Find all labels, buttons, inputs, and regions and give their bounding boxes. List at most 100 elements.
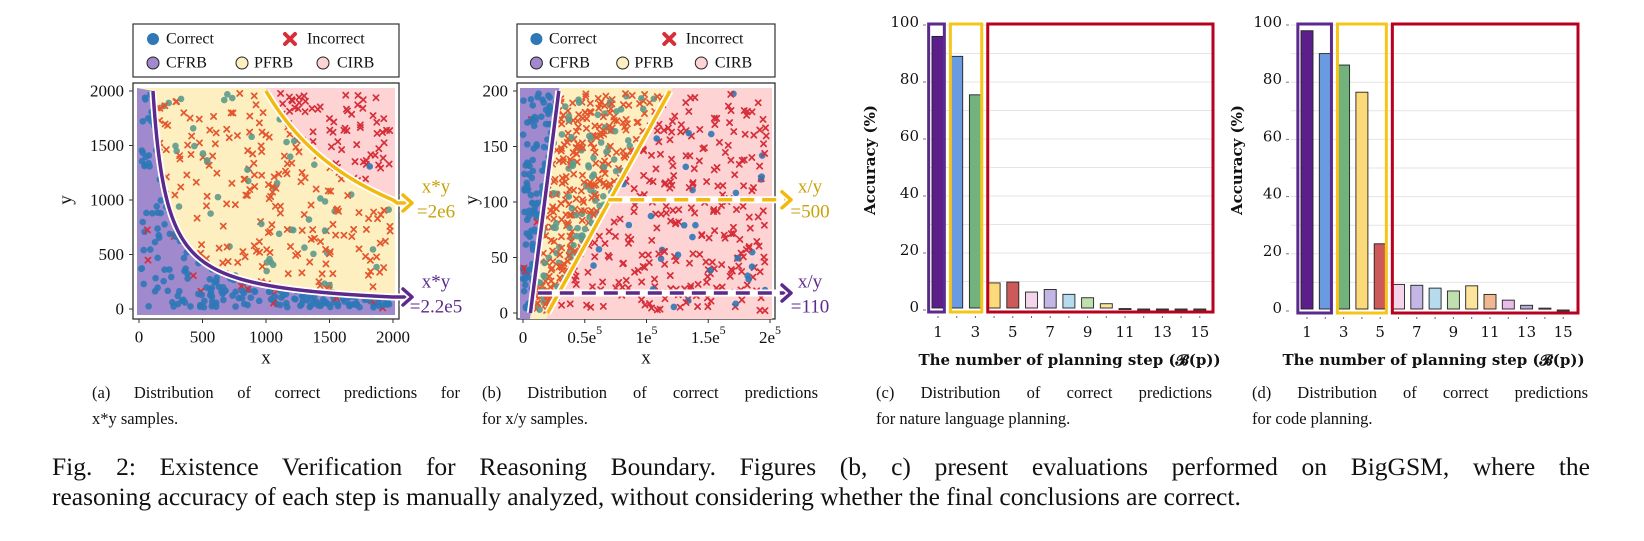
a-point-incorrect xyxy=(164,121,172,129)
a-point-incorrect xyxy=(258,262,266,270)
b-point-correct xyxy=(529,115,536,123)
a-x-tick-label: 1000 xyxy=(249,328,283,347)
b-legend-cfrb-label: CFRB xyxy=(549,55,590,72)
a-point-incorrect xyxy=(355,209,363,217)
a-point-correct xyxy=(166,230,174,238)
a-point-correct xyxy=(290,137,298,145)
a-point-incorrect xyxy=(193,214,201,222)
a-legend-cfrb-marker xyxy=(146,56,160,70)
caption-d-line2: for code planning. xyxy=(1252,409,1373,428)
b-point-incorrect xyxy=(640,172,648,179)
c-bar-step-2 xyxy=(950,55,964,309)
b-point-incorrect xyxy=(595,232,603,240)
b-point-incorrect xyxy=(740,156,748,164)
a-point-correct xyxy=(271,293,279,300)
a-point-incorrect xyxy=(362,175,369,183)
b-point-incorrect xyxy=(737,249,745,257)
a-point-incorrect xyxy=(380,115,388,123)
b-point-correct xyxy=(732,300,740,308)
a-legend-correct-marker xyxy=(147,33,159,45)
caption-a-line2: x*y samples. xyxy=(92,409,179,428)
a-point-correct xyxy=(289,226,297,234)
a-y-tick-label: 500 xyxy=(99,245,125,264)
b-point-incorrect xyxy=(630,208,638,216)
b-point-correct xyxy=(520,97,527,104)
b-point-incorrect xyxy=(760,221,768,229)
b-point-correct xyxy=(545,120,553,128)
a-point-correct xyxy=(199,150,207,157)
d-y-tick-label: 100 xyxy=(1253,13,1282,31)
b-point-incorrect xyxy=(736,235,744,243)
a-point-incorrect xyxy=(381,237,389,245)
d-bar-step-8 xyxy=(1428,287,1442,310)
a-point-incorrect xyxy=(256,248,264,256)
d-y-tick-label: 0 xyxy=(1272,299,1282,317)
b-point-incorrect xyxy=(582,93,590,101)
b-point-incorrect xyxy=(577,207,585,215)
c-y-tick-label: 80 xyxy=(900,70,919,88)
a-point-incorrect xyxy=(332,231,340,239)
c-bar-step-14 xyxy=(1174,308,1188,311)
b-point-incorrect xyxy=(714,182,722,190)
b-point-correct xyxy=(523,179,531,187)
a-point-correct xyxy=(157,197,165,204)
d-bar-step-7 xyxy=(1410,284,1424,310)
b-point-correct xyxy=(525,266,533,273)
a-point-correct xyxy=(203,156,211,164)
a-point-incorrect xyxy=(259,109,267,117)
b-point-incorrect xyxy=(620,152,628,160)
c-y-tick-label: 60 xyxy=(900,127,919,145)
a-point-incorrect xyxy=(249,150,257,158)
a-point-incorrect xyxy=(292,143,300,151)
b-point-incorrect xyxy=(564,219,572,227)
caption-c-line1: (c) Distribution of correct predictions xyxy=(876,383,1212,402)
b-point-correct xyxy=(525,212,533,220)
b-point-correct xyxy=(597,139,605,146)
b-y-tick-label: 100 xyxy=(483,193,509,212)
a-point-correct xyxy=(161,220,168,228)
b-point-correct xyxy=(587,134,595,142)
b-point-correct xyxy=(521,170,528,178)
a-point-correct xyxy=(138,265,145,273)
b-point-incorrect xyxy=(572,281,580,288)
b-point-incorrect xyxy=(549,258,557,266)
a-point-incorrect xyxy=(215,244,223,252)
b-point-correct xyxy=(585,163,593,171)
b-point-correct xyxy=(553,249,560,257)
b-annotation-pfrb-line2: =500 xyxy=(790,202,829,223)
a-point-incorrect xyxy=(316,103,324,111)
b-point-incorrect xyxy=(616,215,624,223)
b-point-incorrect xyxy=(558,179,566,187)
a-point-correct xyxy=(206,292,214,299)
a-point-incorrect xyxy=(369,112,377,120)
b-point-correct xyxy=(540,99,547,106)
caption-a-line1: (a) Distribution of correct predictions … xyxy=(92,383,460,402)
a-point-correct xyxy=(308,295,315,303)
a-point-incorrect xyxy=(246,186,254,194)
b-point-incorrect xyxy=(599,113,607,121)
d-x-tick-label: 9 xyxy=(1449,323,1459,341)
a-point-incorrect xyxy=(272,202,279,210)
b-point-incorrect xyxy=(615,278,623,286)
b-point-incorrect xyxy=(748,154,756,162)
d-x-tick-label: 15 xyxy=(1554,323,1573,341)
b-point-incorrect xyxy=(549,203,557,211)
a-y-tick-label: 1000 xyxy=(90,191,124,210)
b-point-incorrect xyxy=(715,138,723,146)
a-point-incorrect xyxy=(353,141,361,149)
a-point-incorrect xyxy=(326,250,333,258)
b-point-incorrect xyxy=(761,149,769,157)
b-point-incorrect xyxy=(587,139,595,147)
a-point-incorrect xyxy=(180,109,188,117)
b-point-correct xyxy=(522,281,529,289)
a-point-correct xyxy=(157,209,165,217)
b-legend-cirb-label: CIRB xyxy=(715,55,752,72)
b-point-correct xyxy=(565,193,573,200)
b-legend-box xyxy=(516,23,776,78)
a-point-correct xyxy=(238,287,246,295)
a-point-incorrect xyxy=(250,171,258,179)
a-x-tick-label: 0 xyxy=(135,328,144,347)
b-point-incorrect xyxy=(596,177,604,185)
b-point-incorrect xyxy=(702,258,710,266)
b-point-incorrect xyxy=(578,216,586,224)
